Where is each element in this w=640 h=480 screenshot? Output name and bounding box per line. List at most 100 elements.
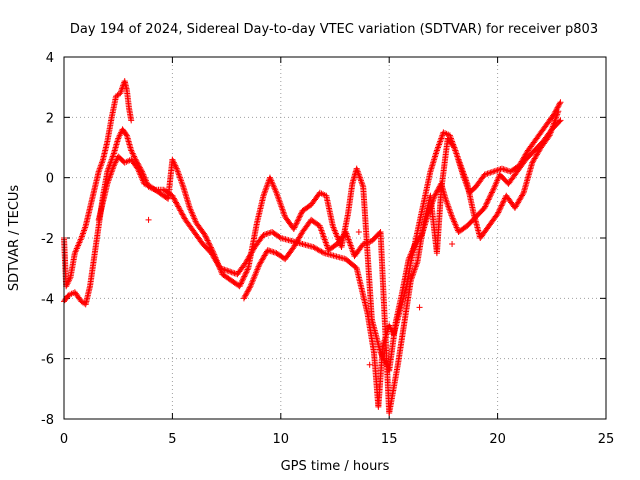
data-point bbox=[292, 221, 299, 228]
data-point bbox=[416, 304, 423, 311]
data-point bbox=[209, 247, 216, 254]
data-point bbox=[270, 249, 277, 256]
data-point bbox=[494, 167, 501, 174]
data-point bbox=[556, 101, 563, 108]
series-track-b bbox=[61, 99, 564, 410]
data-point bbox=[363, 240, 370, 247]
data-point bbox=[488, 190, 495, 197]
data-point bbox=[207, 244, 214, 251]
data-point bbox=[486, 195, 493, 202]
data-point bbox=[128, 117, 135, 124]
data-point bbox=[434, 187, 441, 194]
data-point bbox=[294, 217, 301, 224]
data-point bbox=[209, 248, 216, 255]
y-axis-label: SDTVAR / TECUs bbox=[7, 185, 22, 292]
data-point bbox=[557, 99, 564, 106]
data-point bbox=[227, 268, 234, 275]
data-point bbox=[170, 195, 177, 202]
data-point bbox=[366, 361, 373, 368]
data-point bbox=[203, 236, 210, 243]
x-tick-label: 5 bbox=[168, 432, 176, 447]
data-point bbox=[205, 238, 212, 245]
series-outliers bbox=[145, 216, 456, 368]
data-point bbox=[176, 206, 183, 213]
data-point bbox=[519, 191, 526, 198]
plot-frame bbox=[63, 56, 607, 420]
data-point bbox=[240, 295, 247, 302]
data-point bbox=[207, 243, 214, 250]
data-point bbox=[491, 168, 498, 175]
data-point bbox=[123, 131, 130, 138]
data-point bbox=[449, 241, 456, 248]
data-point bbox=[483, 171, 490, 178]
y-tick-label: 2 bbox=[46, 111, 54, 126]
data-point bbox=[487, 169, 494, 176]
data-point bbox=[246, 284, 253, 291]
data-point bbox=[246, 285, 253, 292]
data-point bbox=[201, 231, 208, 238]
data-point bbox=[497, 203, 504, 210]
data-point bbox=[482, 203, 489, 210]
data-point bbox=[484, 170, 491, 177]
data-point bbox=[495, 208, 502, 215]
data-point bbox=[272, 249, 279, 256]
data-point bbox=[222, 267, 229, 274]
data-point bbox=[499, 199, 506, 206]
data-point bbox=[377, 349, 384, 356]
data-point bbox=[242, 270, 249, 277]
x-tick-label: 10 bbox=[273, 432, 290, 447]
data-point bbox=[450, 143, 457, 150]
data-point bbox=[557, 117, 564, 124]
data-point bbox=[485, 196, 492, 203]
data-point bbox=[244, 266, 251, 273]
data-point bbox=[178, 210, 185, 217]
data-point bbox=[269, 248, 276, 255]
data-point bbox=[241, 293, 248, 300]
data-point bbox=[497, 205, 504, 212]
data-point bbox=[484, 199, 491, 206]
x-tick-label: 25 bbox=[598, 432, 615, 447]
data-point bbox=[204, 237, 211, 244]
data-point bbox=[239, 276, 246, 283]
data-point bbox=[499, 201, 506, 208]
data-point bbox=[267, 248, 274, 255]
data-point bbox=[145, 216, 152, 223]
data-point bbox=[205, 240, 212, 247]
data-point bbox=[202, 233, 209, 240]
data-point bbox=[276, 234, 283, 241]
y-tick-label: -4 bbox=[41, 292, 54, 307]
x-tick-label: 20 bbox=[489, 432, 506, 447]
data-point bbox=[293, 220, 300, 227]
x-tick-label: 15 bbox=[381, 432, 398, 447]
y-tick-label: 0 bbox=[46, 172, 54, 187]
data-point bbox=[555, 103, 562, 110]
data-point bbox=[290, 225, 297, 232]
data-point bbox=[484, 197, 491, 204]
data-point bbox=[296, 213, 303, 220]
data-point bbox=[556, 100, 563, 107]
data-point bbox=[241, 272, 248, 279]
data-point bbox=[236, 283, 243, 290]
data-point bbox=[489, 188, 496, 195]
data-point bbox=[483, 200, 490, 207]
data-point bbox=[180, 214, 187, 221]
data-point bbox=[240, 274, 247, 281]
x-axis-label: GPS time / hours bbox=[281, 459, 390, 474]
data-point bbox=[264, 230, 271, 237]
data-point bbox=[264, 247, 271, 254]
data-point bbox=[224, 267, 231, 274]
data-point bbox=[242, 292, 249, 299]
data-point bbox=[296, 214, 303, 221]
data-point bbox=[488, 169, 495, 176]
data-point bbox=[239, 277, 246, 284]
data-point bbox=[490, 168, 497, 175]
data-point bbox=[498, 165, 505, 172]
data-point bbox=[208, 245, 215, 252]
axis-tick-labels: 0 5 10 15 20 25 -8 -6 -4 -2 0 2 4 bbox=[41, 51, 614, 447]
y-tick-label: -6 bbox=[41, 353, 54, 368]
data-point bbox=[237, 280, 244, 287]
data-point bbox=[494, 210, 501, 217]
data-point bbox=[495, 209, 502, 216]
data-point bbox=[297, 212, 304, 219]
